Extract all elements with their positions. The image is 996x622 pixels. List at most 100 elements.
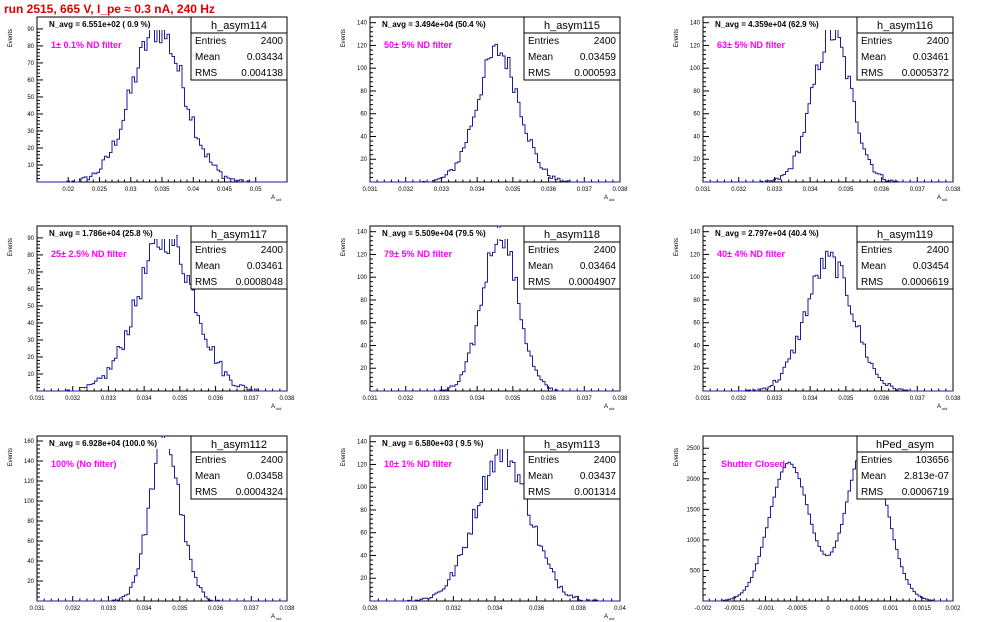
stats-value-rms: 0.0006719 bbox=[902, 487, 950, 498]
n-avg-label: N_avg = 1.786e+04 (25.8 %) bbox=[49, 229, 153, 238]
histogram-panel-h_asym112: 0.031 0.032 0.033 0.034 0.035 0.036 0.037 0.038… bbox=[8, 435, 295, 621]
x-tick-label: 0.033 bbox=[434, 187, 450, 193]
stats-value-entries: 2400 bbox=[594, 245, 617, 256]
stats-box bbox=[190, 435, 288, 500]
x-tick-label: 0.038 bbox=[279, 396, 295, 402]
filter-annotation: 63± 5% ND filter bbox=[717, 40, 785, 50]
histogram-series bbox=[370, 43, 620, 183]
x-tick-label: 0.036 bbox=[208, 396, 224, 402]
x-tick-label: 0.034 bbox=[137, 606, 153, 612]
stats-value-rms: 0.000593 bbox=[574, 68, 616, 79]
y-tick-label: 100 bbox=[24, 499, 35, 505]
y-tick-label: 80 bbox=[27, 44, 34, 50]
filter-annotation: 100% (No filter) bbox=[51, 459, 117, 469]
stats-box bbox=[523, 225, 621, 290]
x-tick-label: -0.002 bbox=[694, 606, 712, 612]
y-axis-label: Events bbox=[8, 238, 14, 256]
y-axis-label: Events bbox=[341, 238, 347, 256]
n-avg-label: N_avg = 6.551e+02 ( 0.9 %) bbox=[49, 20, 151, 29]
n-avg-box bbox=[46, 438, 176, 449]
histogram-name: h_asym118 bbox=[544, 229, 600, 241]
histogram-panel-h_asym117: 0.031 0.032 0.033 0.034 0.035 0.036 0.037 0.038… bbox=[8, 225, 295, 411]
x-tick-label: 0.032 bbox=[446, 606, 462, 612]
y-tick-label: 120 bbox=[690, 252, 701, 258]
x-axis-label: A bbox=[271, 404, 275, 410]
x-tick-label: 0.038 bbox=[612, 187, 628, 193]
y-tick-label: 140 bbox=[690, 21, 701, 27]
y-tick-label: 120 bbox=[357, 43, 368, 49]
x-axis-label: A bbox=[271, 614, 275, 620]
x-tick-label: 0.035 bbox=[505, 396, 521, 402]
x-tick-label: 0.03 bbox=[125, 187, 137, 193]
x-tick-label: 0.033 bbox=[767, 187, 783, 193]
y-tick-label: 140 bbox=[24, 459, 35, 465]
stats-label-mean: Mean bbox=[528, 261, 553, 272]
stats-label-rms: RMS bbox=[861, 277, 884, 288]
x-tick-label: 0.0015 bbox=[913, 606, 932, 612]
plot-frame bbox=[369, 225, 621, 392]
stats-label-entries: Entries bbox=[528, 455, 559, 466]
stats-label-entries: Entries bbox=[195, 455, 226, 466]
y-tick-label: 1500 bbox=[687, 507, 701, 513]
stats-label-rms: RMS bbox=[195, 487, 218, 498]
n-avg-box bbox=[379, 19, 509, 30]
y-axis-label: Events bbox=[8, 29, 14, 47]
histogram-series bbox=[370, 225, 620, 392]
stats-label-rms: RMS bbox=[195, 277, 218, 288]
y-tick-label: 140 bbox=[690, 230, 701, 236]
histogram-name: h_asym112 bbox=[211, 439, 267, 451]
x-tick-label: 0.04 bbox=[614, 606, 626, 612]
x-tick-label: 0.038 bbox=[945, 187, 961, 193]
y-tick-label: 140 bbox=[357, 21, 368, 27]
y-tick-label: 20 bbox=[360, 576, 367, 582]
x-tick-label: 0.037 bbox=[244, 396, 260, 402]
y-tick-label: 10 bbox=[27, 163, 34, 169]
histogram-series bbox=[703, 441, 953, 602]
n-avg-label: N_avg = 6.580e+03 ( 9.5 %) bbox=[382, 439, 484, 448]
y-tick-label: 80 bbox=[360, 508, 367, 514]
y-tick-label: 10 bbox=[27, 372, 34, 378]
x-tick-label: 0.036 bbox=[874, 187, 890, 193]
x-tick-label: 0.0005 bbox=[850, 606, 869, 612]
x-axis-label-subscript: uid bbox=[609, 616, 614, 621]
x-tick-label: 0.032 bbox=[65, 396, 81, 402]
y-tick-label: 20 bbox=[360, 366, 367, 372]
x-tick-label: 0.031 bbox=[29, 396, 45, 402]
x-tick-label: 0.035 bbox=[172, 606, 188, 612]
x-tick-label: -0.0005 bbox=[787, 606, 808, 612]
x-axis-label: A bbox=[937, 195, 941, 201]
filter-annotation: 10± 1% ND filter bbox=[384, 459, 452, 469]
stats-label-mean: Mean bbox=[195, 52, 220, 63]
filter-annotation: 50± 5% ND filter bbox=[384, 40, 452, 50]
y-tick-label: 40 bbox=[693, 343, 700, 349]
stats-value-rms: 0.001314 bbox=[574, 487, 616, 498]
x-tick-label: 0.034 bbox=[470, 187, 486, 193]
x-axis-label: A bbox=[271, 195, 275, 201]
y-tick-label: 60 bbox=[360, 321, 367, 327]
stats-value-entries: 103656 bbox=[916, 455, 950, 466]
stats-label-mean: Mean bbox=[861, 261, 886, 272]
plot-frame bbox=[369, 16, 621, 183]
stats-value-entries: 2400 bbox=[594, 455, 617, 466]
stats-value-rms: 0.0004324 bbox=[236, 487, 284, 498]
y-tick-label: 40 bbox=[360, 134, 367, 140]
n-avg-box bbox=[379, 438, 509, 449]
stats-label-entries: Entries bbox=[528, 245, 559, 256]
stats-label-mean: Mean bbox=[528, 52, 553, 63]
y-tick-label: 120 bbox=[357, 252, 368, 258]
histogram-name: h_asym119 bbox=[877, 229, 933, 241]
x-tick-label: 0.032 bbox=[398, 187, 414, 193]
x-tick-label: 0.036 bbox=[874, 396, 890, 402]
y-tick-label: 120 bbox=[24, 479, 35, 485]
y-tick-label: 40 bbox=[27, 559, 34, 565]
y-tick-label: 40 bbox=[360, 553, 367, 559]
stats-value-entries: 2400 bbox=[594, 36, 617, 47]
y-tick-label: 90 bbox=[27, 236, 34, 242]
stats-value-mean: 0.03459 bbox=[580, 52, 617, 63]
x-tick-label: 0.033 bbox=[101, 396, 117, 402]
y-tick-label: 60 bbox=[27, 78, 34, 84]
stats-label-rms: RMS bbox=[861, 487, 884, 498]
filter-annotation: 79± 5% ND filter bbox=[384, 249, 452, 259]
histogram-panel-h_asym113: 0.028 0.03 0.032 0.034 0.036 0.038 0.04 20 40 60 8… bbox=[341, 435, 626, 621]
x-tick-label: 0 bbox=[826, 606, 830, 612]
